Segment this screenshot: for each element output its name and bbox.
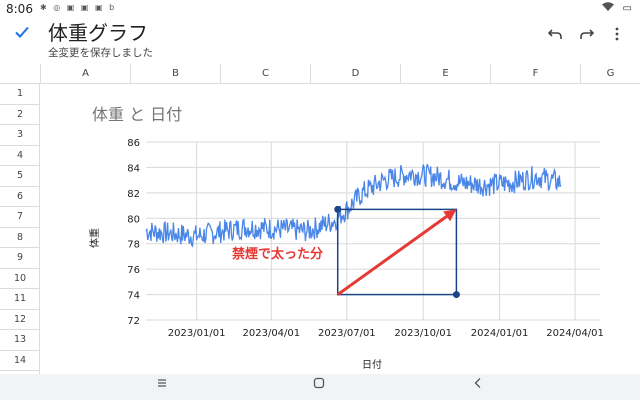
y-tick-label: 80 [127, 214, 140, 225]
system-tray: ▭ [597, 2, 632, 14]
annotation-arrowhead [443, 209, 457, 222]
recent-apps-icon[interactable] [156, 377, 168, 393]
row-header[interactable]: 9 [0, 248, 39, 269]
x-tick-label: 2023/01/01 [168, 328, 226, 339]
row-header[interactable]: 1 [0, 84, 39, 105]
column-header[interactable]: D [310, 64, 400, 84]
clock: 8:06 [6, 2, 33, 16]
x-tick-label: 2023/10/01 [394, 328, 452, 339]
app-header: 体重グラフ 全変更を保存しました [0, 16, 640, 64]
document-title: 体重グラフ [48, 21, 148, 45]
row-header[interactable]: 2 [0, 105, 39, 125]
chart-canvas: 体重 と 日付 72 74 76 78 80 82 84 86 2023/01/01 2023/04… [88, 105, 604, 371]
x-tick-label: 2023/04/01 [243, 328, 301, 339]
row-header[interactable]: 13 [0, 330, 39, 351]
weight-chart[interactable]: 体重 と 日付 72 74 76 78 80 82 84 86 2023/01/01 2023/04… [74, 84, 640, 374]
system-navigation-bar [0, 374, 640, 400]
chart-title: 体重 と 日付 [92, 105, 182, 124]
y-tick-label: 84 [127, 163, 140, 174]
selection-handle [452, 291, 460, 299]
row-header[interactable]: 12 [0, 310, 39, 330]
y-tick-label: 74 [127, 291, 140, 302]
column-header[interactable]: B [130, 64, 220, 84]
annotation-box [336, 208, 458, 296]
annotation-label: 禁煙で太った分 [232, 246, 323, 262]
row-header-bar: 12345678910111213141516 [0, 84, 40, 374]
wifi-icon [602, 2, 617, 14]
select-all-corner[interactable] [0, 64, 40, 84]
column-header[interactable]: C [220, 64, 310, 84]
row-header[interactable]: 5 [0, 166, 39, 187]
column-header-bar: A B C D E F G [0, 64, 640, 84]
row-header[interactable]: 11 [0, 289, 39, 310]
y-tick-label: 82 [127, 189, 140, 200]
row-header[interactable]: 10 [0, 269, 39, 289]
series-line [145, 164, 562, 248]
x-tick-label: 2024/04/01 [546, 328, 604, 339]
notification-icons: ✱ ◎ ▣ ▣ ▣ b [40, 3, 117, 12]
column-header[interactable]: A [40, 64, 130, 84]
save-status: 全変更を保存しました [48, 47, 153, 59]
back-icon[interactable] [472, 377, 484, 393]
row-header[interactable]: 7 [0, 207, 39, 228]
check-icon[interactable] [14, 24, 30, 45]
y-axis-label: 体重 [88, 228, 101, 248]
annotation-arrow [336, 215, 448, 296]
undo-icon[interactable] [547, 26, 562, 45]
y-tick-label: 72 [127, 316, 140, 327]
y-tick-label: 86 [127, 138, 140, 149]
more-vert-icon[interactable] [614, 26, 620, 45]
row-header[interactable]: 3 [0, 125, 39, 146]
row-header[interactable]: 4 [0, 146, 39, 166]
row-header[interactable]: 14 [0, 351, 39, 371]
x-axis-label: 日付 [362, 358, 382, 371]
y-tick-label: 78 [127, 240, 140, 251]
column-header[interactable]: G [580, 64, 640, 84]
redo-icon[interactable] [580, 26, 595, 45]
row-header[interactable]: 8 [0, 228, 39, 248]
selection-handle [334, 205, 342, 213]
x-tick-label: 2023/07/01 [318, 328, 376, 339]
y-tick-label: 76 [127, 265, 140, 276]
row-header[interactable]: 6 [0, 187, 39, 207]
home-icon[interactable] [313, 377, 325, 393]
battery-icon: ▭ [622, 3, 632, 14]
status-bar: 8:06 ✱ ◎ ▣ ▣ ▣ b ▭ [0, 0, 640, 18]
column-header[interactable]: E [400, 64, 490, 84]
column-header[interactable]: F [490, 64, 580, 84]
x-tick-label: 2024/01/01 [471, 328, 529, 339]
